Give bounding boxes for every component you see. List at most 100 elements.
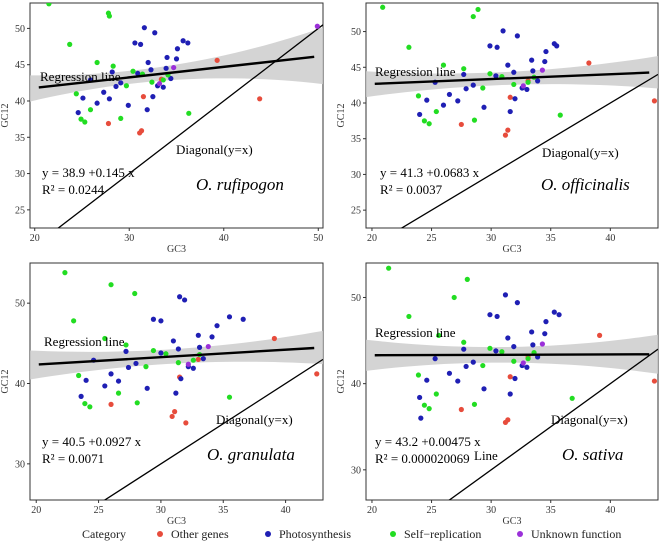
species-name: O. officinalis bbox=[541, 175, 630, 194]
data-point bbox=[520, 83, 526, 89]
data-point bbox=[493, 73, 499, 79]
data-point bbox=[455, 98, 461, 104]
data-point bbox=[463, 86, 469, 92]
species-name: O. granulata bbox=[207, 445, 295, 464]
diagonal-line bbox=[400, 73, 658, 228]
data-point bbox=[94, 59, 100, 66]
y-tick-label: 30 bbox=[15, 169, 25, 180]
data-point bbox=[75, 109, 81, 116]
data-point bbox=[115, 390, 122, 396]
data-point bbox=[158, 318, 164, 324]
regression-equation: y = 43.2 +0.00475 x bbox=[375, 434, 481, 449]
data-point bbox=[487, 71, 493, 77]
data-point bbox=[82, 119, 88, 125]
chart-panel-2: 20 25 30 35 40 25 30 35 40 45 50 GC3 GC12 Regression … bbox=[336, 2, 659, 255]
data-point bbox=[185, 361, 191, 367]
data-point bbox=[123, 83, 130, 89]
x-tick-label: 30 bbox=[124, 233, 134, 244]
regression-line-label: Regression line bbox=[375, 325, 456, 340]
regression-line-label: Regression line bbox=[40, 69, 121, 84]
y-tick-label: 50 bbox=[351, 293, 361, 304]
data-point bbox=[140, 94, 147, 100]
regression-line bbox=[374, 71, 650, 86]
x-tick-label: 30 bbox=[156, 505, 166, 516]
data-point bbox=[494, 313, 500, 320]
legend-item: Other genes bbox=[157, 527, 229, 541]
r-squared: R² = 0.0244 bbox=[42, 182, 105, 197]
legend-title: Category bbox=[82, 527, 126, 541]
data-point bbox=[543, 319, 549, 325]
data-point bbox=[172, 409, 178, 415]
legend-marker bbox=[265, 531, 271, 537]
data-point bbox=[461, 346, 467, 352]
regression-line-label: Regression line bbox=[375, 64, 456, 79]
data-point bbox=[499, 349, 505, 355]
data-point bbox=[178, 376, 184, 382]
data-point bbox=[507, 391, 513, 397]
data-point bbox=[514, 300, 520, 306]
data-point bbox=[145, 59, 151, 66]
data-point bbox=[542, 58, 548, 65]
data-point bbox=[436, 332, 442, 338]
data-point bbox=[512, 96, 518, 102]
data-point bbox=[415, 93, 422, 99]
y-tick-label: 30 bbox=[351, 465, 361, 476]
x-tick-label: 30 bbox=[486, 233, 496, 244]
plot-frame bbox=[29, 2, 324, 229]
y-tick-label: 45 bbox=[351, 63, 361, 74]
data-point bbox=[144, 107, 150, 113]
data-point bbox=[505, 417, 511, 423]
regression-line bbox=[38, 55, 315, 89]
data-point bbox=[551, 309, 557, 315]
data-point bbox=[418, 415, 424, 421]
data-point bbox=[514, 33, 520, 39]
x-tick-label: 40 bbox=[605, 233, 615, 244]
data-point bbox=[118, 80, 124, 86]
data-point bbox=[424, 377, 430, 383]
data-point bbox=[214, 323, 220, 329]
y-tick-label: 30 bbox=[351, 170, 361, 181]
data-point bbox=[539, 341, 545, 347]
data-point bbox=[424, 97, 430, 103]
data-point bbox=[195, 356, 201, 363]
data-point bbox=[597, 332, 603, 338]
data-point bbox=[134, 400, 140, 406]
data-point bbox=[130, 68, 136, 74]
data-point bbox=[150, 316, 157, 322]
data-point bbox=[651, 98, 658, 104]
y-tick-label: 25 bbox=[351, 206, 361, 217]
legend-marker bbox=[517, 531, 523, 537]
data-point bbox=[446, 370, 453, 376]
legend-label: Unknown function bbox=[531, 527, 621, 541]
data-point bbox=[132, 40, 138, 46]
y-tick-label: 40 bbox=[15, 96, 25, 107]
data-point bbox=[507, 94, 513, 100]
data-point bbox=[502, 292, 509, 298]
data-point bbox=[82, 400, 88, 407]
data-point bbox=[109, 69, 115, 75]
data-point bbox=[530, 342, 536, 348]
plot-frame bbox=[365, 262, 659, 501]
data-point bbox=[175, 346, 181, 352]
regression-equation: y = 38.9 +0.145 x bbox=[42, 165, 135, 180]
data-point bbox=[520, 360, 526, 366]
data-point bbox=[160, 84, 166, 90]
chart-panel-3: 20 25 30 35 40 30 40 50 GC3 GC12 Regression line Di… bbox=[0, 262, 324, 527]
plot-frame bbox=[29, 262, 324, 501]
data-point bbox=[426, 121, 432, 127]
data-point bbox=[170, 338, 176, 344]
data-point bbox=[421, 402, 427, 408]
data-point bbox=[226, 314, 233, 320]
data-point bbox=[190, 357, 196, 363]
data-point bbox=[505, 127, 511, 133]
r-squared: R² = 0.0071 bbox=[42, 451, 104, 466]
legend-label: Self−replication bbox=[404, 527, 481, 541]
data-point bbox=[168, 75, 174, 82]
y-tick-label: 50 bbox=[15, 299, 25, 310]
data-point bbox=[271, 335, 277, 342]
data-point bbox=[511, 69, 517, 75]
data-point bbox=[433, 391, 439, 397]
x-axis-label: GC3 bbox=[167, 516, 186, 527]
data-point bbox=[163, 65, 169, 71]
x-tick-label: 25 bbox=[427, 233, 437, 244]
